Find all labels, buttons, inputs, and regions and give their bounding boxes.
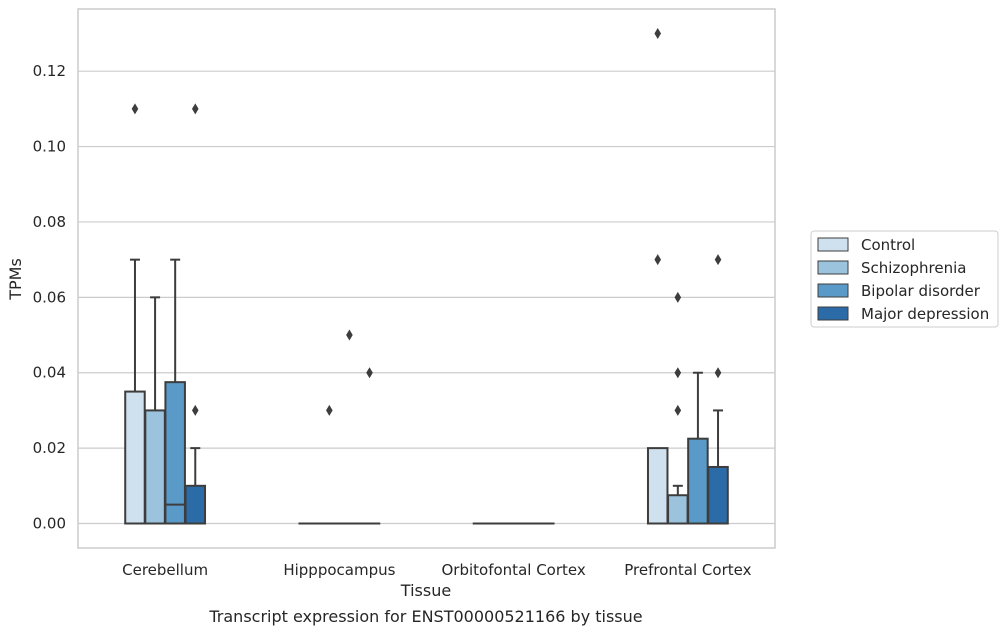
y-axis-ticks: 0.00 0.02 0.04 0.06 0.08 0.10 0.12 [33, 62, 66, 532]
y-axis-label: TPMs [6, 258, 25, 301]
box-control [646, 28, 669, 525]
box-schizophrenia [667, 291, 689, 525]
legend-swatch [817, 237, 849, 252]
outlier-point [191, 404, 199, 416]
box-major-depression [358, 367, 381, 525]
box-iqr [687, 437, 709, 525]
box-bipolar-disorder [338, 329, 361, 525]
box-schizophrenia [318, 404, 341, 525]
legend-swatch [817, 306, 849, 321]
y-tick-label: 0.12 [33, 62, 66, 80]
outlier-point [654, 28, 662, 39]
y-tick-label: 0.00 [33, 515, 66, 533]
outlier-point [714, 254, 722, 266]
legend-swatch [817, 260, 849, 275]
outlier-point [346, 329, 353, 341]
boxes [124, 28, 729, 525]
x-tick-label: Cerebellum [122, 561, 208, 579]
legend: Control Schizophrenia Bipolar disorder Majo… [810, 230, 999, 328]
x-tick-label: Hipppocampus [283, 561, 395, 579]
plot-frame [77, 8, 776, 549]
box-iqr [124, 390, 146, 525]
box-iqr [707, 465, 729, 525]
box-bipolar-disorder [687, 371, 709, 525]
outlier-point [654, 254, 662, 266]
legend-frame [810, 230, 999, 328]
x-tick-label: Prefrontal Cortex [624, 561, 751, 579]
box-iqr [667, 494, 689, 525]
y-tick-label: 0.10 [33, 138, 66, 156]
outlier-point [674, 367, 682, 379]
box-iqr [144, 409, 166, 525]
outlier-point [326, 404, 333, 416]
box-major-depression [184, 103, 207, 525]
legend-label: Schizophrenia [861, 259, 966, 277]
box-control [124, 103, 146, 525]
outlier-point [131, 103, 139, 115]
box-iqr [646, 447, 669, 525]
y-tick-label: 0.02 [33, 439, 66, 457]
y-tick-label: 0.04 [33, 364, 66, 382]
x-axis-ticks: Cerebellum Hipppocampus Orbitofontal Corte… [122, 561, 751, 579]
outlier-point [714, 367, 722, 379]
box-bipolar-disorder [164, 258, 186, 525]
x-axis-label: Tissue [400, 581, 451, 600]
y-tick-label: 0.06 [33, 288, 66, 306]
box-schizophrenia [144, 296, 166, 525]
outlier-point [674, 291, 682, 303]
box-iqr [164, 381, 186, 525]
legend-swatch [817, 283, 849, 298]
chart-caption: Transcript expression for ENST0000052116… [208, 607, 642, 626]
y-tick-label: 0.08 [33, 213, 66, 231]
outlier-point [366, 367, 373, 379]
box-major-depression [707, 254, 729, 525]
outlier-point [191, 103, 199, 115]
legend-label: Major depression [861, 305, 989, 323]
outlier-point [674, 404, 682, 416]
legend-label: Bipolar disorder [861, 282, 981, 300]
legend-label: Control [861, 236, 915, 254]
x-tick-label: Orbitofontal Cortex [442, 561, 586, 579]
box-iqr [184, 484, 207, 525]
